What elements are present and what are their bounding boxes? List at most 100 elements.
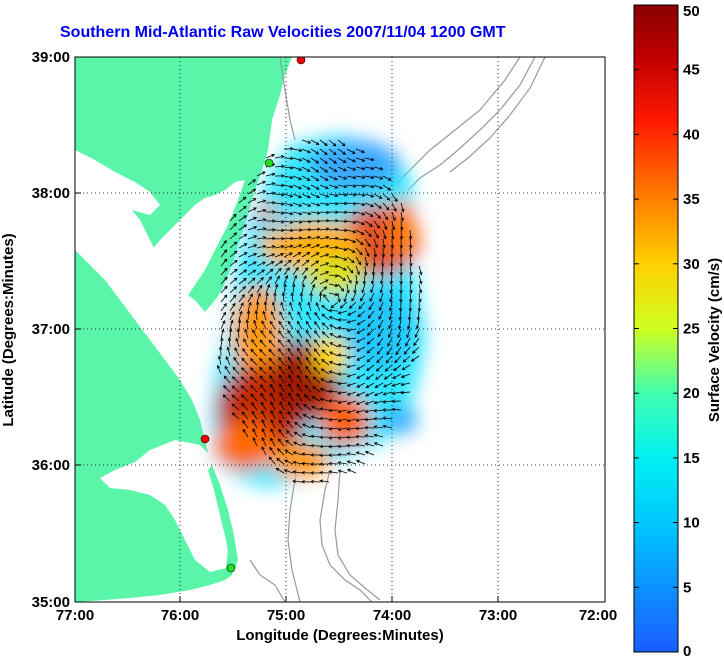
velocity-vector <box>251 411 258 420</box>
velocity-vector-head <box>278 357 282 361</box>
velocity-vector <box>283 229 294 231</box>
velocity-vector-head <box>301 479 305 484</box>
velocity-vector-head <box>250 348 255 353</box>
velocity-vector-head <box>371 272 376 276</box>
velocity-vector <box>391 220 395 230</box>
velocity-vector <box>364 166 374 170</box>
velocity-vector-head <box>325 202 330 206</box>
velocity-vector <box>380 283 384 293</box>
velocity-vector <box>373 220 380 229</box>
velocity-vector-head <box>278 428 282 433</box>
velocity-vector <box>261 320 267 330</box>
velocity-vector-head <box>397 334 401 339</box>
velocity-vector-head <box>387 177 392 181</box>
velocity-vector <box>220 329 224 339</box>
velocity-vector-head <box>316 203 321 207</box>
velocity-vector <box>302 423 312 429</box>
velocity-vector <box>278 330 285 339</box>
velocity-vector-head <box>337 418 342 423</box>
velocity-vector-head <box>334 177 338 181</box>
velocity-vector-head <box>372 263 377 267</box>
velocity-vector-head <box>375 368 380 372</box>
velocity-vector <box>356 400 366 405</box>
velocity-vector <box>365 435 375 438</box>
velocity-vector-head <box>274 283 279 288</box>
velocity-vector <box>319 166 328 173</box>
velocity-vector <box>409 238 412 249</box>
velocity-vector <box>283 184 293 188</box>
velocity-vector <box>292 193 302 198</box>
velocity-vector-head <box>249 376 254 380</box>
velocity-vector <box>292 252 301 258</box>
velocity-vector <box>397 328 402 338</box>
velocity-vector <box>347 319 357 323</box>
velocity-vector <box>338 345 348 348</box>
velocity-vector <box>301 244 311 249</box>
velocity-vector <box>247 285 255 294</box>
velocity-vector <box>270 401 276 411</box>
velocity-vector <box>279 375 285 384</box>
velocity-vector-head <box>382 416 387 420</box>
velocity-vector-head <box>328 370 333 374</box>
velocity-vector <box>292 259 300 267</box>
velocity-vector-head <box>403 351 408 355</box>
velocity-vector-head <box>361 289 365 294</box>
velocity-vector-head <box>337 391 342 395</box>
velocity-vector-head <box>233 232 238 236</box>
velocity-vector <box>378 319 384 329</box>
velocity-vector <box>287 339 294 348</box>
velocity-vector <box>229 268 238 276</box>
velocity-vector-head <box>389 281 394 285</box>
velocity-vector <box>374 409 384 412</box>
velocity-vector-head <box>352 167 357 171</box>
velocity-vector <box>229 328 232 339</box>
velocity-vector-head <box>399 236 404 240</box>
velocity-vector-head <box>253 207 257 211</box>
velocity-vector-head <box>307 301 311 306</box>
velocity-vector-head <box>272 200 276 205</box>
velocity-vector-head <box>309 292 313 296</box>
velocity-vector-head <box>337 381 341 386</box>
velocity-vector-head <box>389 298 393 303</box>
velocity-vector-head <box>223 240 227 244</box>
velocity-vector-head <box>262 180 267 185</box>
velocity-vector <box>265 192 275 195</box>
velocity-vector-head <box>241 294 245 298</box>
velocity-vector <box>328 193 338 197</box>
velocity-vector-head <box>328 444 332 449</box>
velocity-vector <box>319 211 330 213</box>
velocity-vector-head <box>328 380 333 384</box>
velocity-vector-head <box>313 276 318 281</box>
velocity-vector <box>365 391 375 397</box>
velocity-vector-head <box>287 410 291 415</box>
velocity-vector-head <box>369 213 374 217</box>
velocity-vector-head <box>249 293 253 298</box>
x-tick-label: 72:00 <box>579 607 617 624</box>
velocity-vector <box>265 173 275 177</box>
velocity-vector <box>365 409 375 413</box>
velocity-vector-head <box>301 442 306 447</box>
velocity-vector-head <box>231 311 235 315</box>
velocity-vector <box>320 408 330 411</box>
velocity-vector-head <box>253 235 258 239</box>
velocity-vector-head <box>302 413 307 418</box>
velocity-vector-head <box>388 316 392 321</box>
velocity-vector-head <box>234 347 238 351</box>
velocity-vector-head <box>241 357 245 362</box>
velocity-vector-head <box>315 302 319 306</box>
velocity-vector <box>375 382 384 388</box>
velocity-vector-head <box>298 185 303 190</box>
velocity-vector-head <box>355 443 360 447</box>
velocity-vector <box>247 235 257 240</box>
velocity-vector-head <box>235 337 239 342</box>
velocity-vector-head <box>250 393 255 398</box>
velocity-vector-head <box>299 292 304 296</box>
velocity-vector-head <box>414 334 418 338</box>
velocity-vector-head <box>369 298 373 302</box>
velocity-vector <box>305 321 312 330</box>
velocity-vector <box>286 430 294 438</box>
velocity-vector-head <box>388 325 392 330</box>
velocity-vector-head <box>270 310 275 315</box>
velocity-vector-head <box>346 346 351 350</box>
velocity-vector-head <box>361 175 366 179</box>
